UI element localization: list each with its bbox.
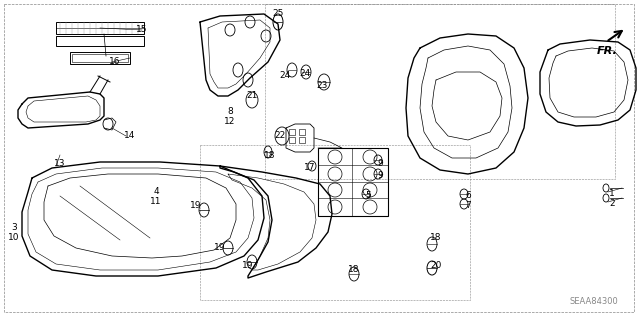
Text: 18: 18 (348, 265, 360, 275)
Text: 13: 13 (54, 159, 66, 167)
Bar (200, 145, 470, 300)
Bar (299, 129, 305, 135)
Text: 25: 25 (272, 10, 284, 19)
Text: 9: 9 (377, 159, 383, 167)
Text: 18: 18 (430, 234, 442, 242)
Text: 5: 5 (365, 191, 371, 201)
Text: 16: 16 (109, 57, 121, 66)
Text: 3: 3 (11, 224, 17, 233)
Text: 2: 2 (609, 198, 615, 207)
Text: 21: 21 (246, 92, 258, 100)
Text: 23: 23 (316, 80, 328, 90)
Text: SEAA84300: SEAA84300 (570, 297, 619, 306)
Bar (289, 137, 295, 143)
Bar (72, 54, 128, 62)
Text: 11: 11 (150, 197, 162, 206)
Text: 9: 9 (377, 172, 383, 181)
Text: 19: 19 (190, 201, 202, 210)
Text: 24: 24 (280, 71, 291, 80)
Text: 15: 15 (136, 26, 148, 34)
Text: 14: 14 (124, 131, 136, 140)
Text: 12: 12 (224, 116, 236, 125)
Bar (56, 22, 144, 34)
Text: 10: 10 (8, 234, 20, 242)
Text: 20: 20 (430, 261, 442, 270)
Text: 1: 1 (609, 189, 615, 197)
Text: 4: 4 (153, 188, 159, 197)
Bar (299, 137, 305, 143)
Text: 19: 19 (214, 242, 226, 251)
Text: 8: 8 (227, 107, 233, 115)
Text: 24: 24 (300, 70, 310, 78)
Bar (318, 148, 388, 216)
Bar (265, 4, 615, 179)
Text: 22: 22 (275, 131, 285, 140)
Bar (56, 36, 144, 46)
Bar (289, 129, 295, 135)
Text: 6: 6 (465, 191, 471, 201)
Text: 18: 18 (264, 151, 276, 160)
Bar (70, 52, 130, 64)
Text: 19: 19 (243, 261, 253, 270)
Text: FR.: FR. (597, 46, 618, 56)
Text: 17: 17 (304, 164, 316, 173)
Text: 7: 7 (465, 202, 471, 211)
